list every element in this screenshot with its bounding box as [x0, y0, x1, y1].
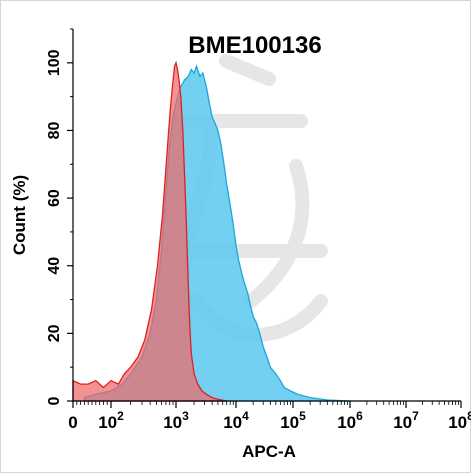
series-red-area: [72, 60, 227, 402]
x-axis-label: APC-A: [242, 442, 296, 461]
y-tick-label: 60: [46, 189, 63, 207]
y-tick-label: 40: [46, 257, 63, 275]
series-layer: [72, 60, 351, 402]
y-tick-label: 100: [46, 49, 63, 76]
x-tick-label: 103: [163, 409, 189, 432]
axes-layer: 0 20 40 60 80 100 0 102 103 104 105 106 107 108: [46, 28, 471, 432]
x-tick-label: 102: [98, 409, 124, 432]
y-tick-label: 80: [46, 121, 63, 139]
x-tick-label: 105: [280, 409, 306, 432]
x-tick-label: 107: [393, 409, 419, 432]
x-tick-label: 0: [68, 413, 77, 432]
x-tick-label: 108: [448, 409, 471, 432]
x-tick-label: 104: [223, 409, 249, 432]
y-tick-label: 0: [46, 396, 63, 405]
chart-title: BME100136: [188, 32, 321, 59]
y-tick-label: 20: [46, 324, 63, 342]
y-axis-label: Count (%): [10, 175, 29, 255]
x-tick-label: 106: [337, 409, 363, 432]
